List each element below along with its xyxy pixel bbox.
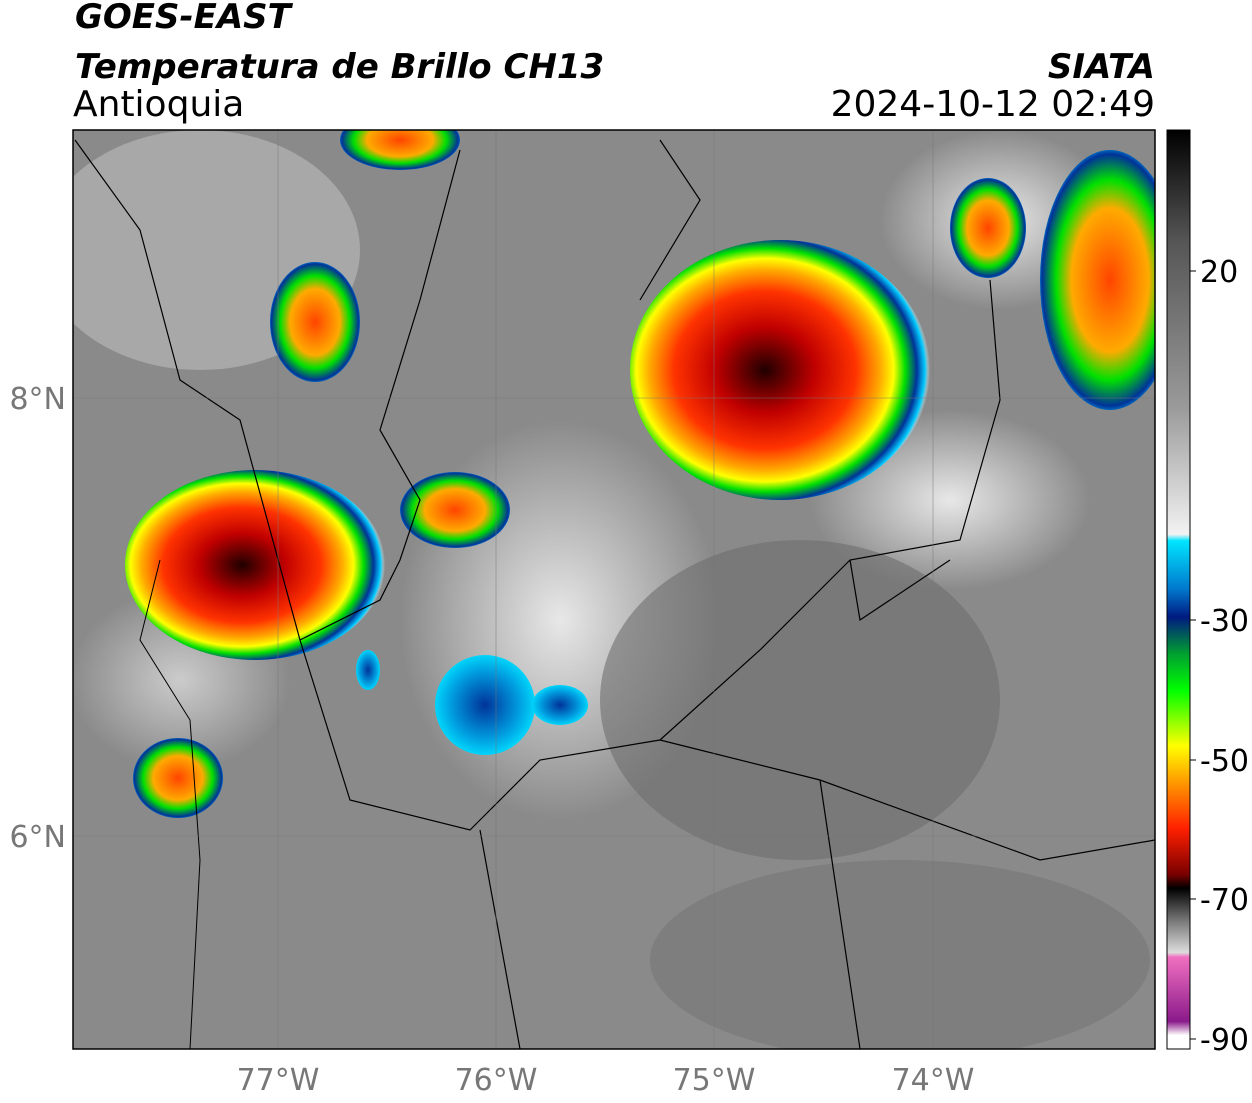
colorbar-label: -90 [1200, 1023, 1249, 1058]
map-imagery [73, 130, 1155, 1049]
lon-label: 74°W [892, 1063, 975, 1098]
datetime: 2024-10-12 02:49 [831, 84, 1155, 125]
lat-label: 6°N [9, 820, 66, 855]
source: SIATA [1048, 47, 1155, 87]
region: Antioquia [73, 84, 244, 125]
colorbar [1166, 129, 1191, 1050]
map-frame [72, 129, 1156, 1050]
colorbar-ticks [1190, 270, 1196, 1040]
lon-label: 75°W [673, 1063, 756, 1098]
lon-label: 77°W [237, 1063, 320, 1098]
graticule [73, 130, 1155, 1049]
colorbar-label: 20 [1200, 255, 1238, 290]
lon-label: 76°W [455, 1063, 538, 1098]
colorbar-label: -70 [1200, 883, 1249, 918]
satellite: GOES-EAST [75, 0, 294, 37]
product: Temperatura de Brillo CH13 [75, 47, 604, 87]
colorbar-label: -50 [1200, 744, 1249, 779]
colorbar-label: -30 [1200, 604, 1249, 639]
lat-label: 8°N [9, 382, 66, 417]
